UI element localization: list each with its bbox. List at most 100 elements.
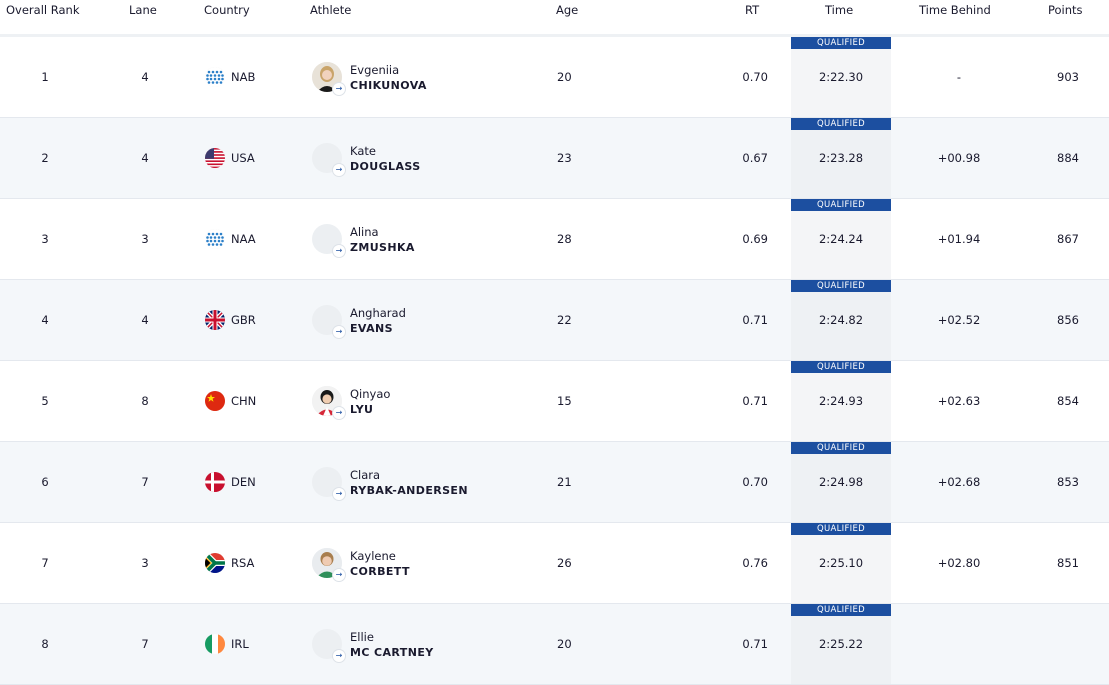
athlete-name[interactable]: Evgeniia CHIKUNOVA <box>350 37 427 117</box>
lane-number: 3 <box>141 556 149 570</box>
athlete-last-name[interactable]: CORBETT <box>350 564 410 578</box>
lane-number: 3 <box>141 232 149 246</box>
reaction-time: 0.76 <box>742 556 768 570</box>
reaction-time: 0.71 <box>742 313 768 327</box>
table-body: 2:22.30 1 4 NAB → Evgeniia CHIKUNOVA 20 0.70 - 903… <box>0 37 1109 685</box>
athlete-photo-cell: → <box>312 118 345 198</box>
athlete-last-name[interactable]: ZMUSHKA <box>350 240 415 254</box>
points: 854 <box>1057 394 1079 408</box>
chn-flag-icon <box>205 391 225 411</box>
country-flag <box>205 199 225 279</box>
athlete-age: 21 <box>557 475 572 489</box>
arrow-right-icon[interactable]: → <box>333 407 345 419</box>
gbr-flag-icon <box>205 310 225 330</box>
header-athlete[interactable]: Athlete <box>310 3 352 17</box>
athlete-name[interactable]: Clara RYBAK-ANDERSEN <box>350 442 468 522</box>
qualified-badge: QUALIFIED <box>791 442 891 454</box>
athlete-photo-cell: → <box>312 604 345 684</box>
country-flag <box>205 280 225 360</box>
time-behind: +02.80 <box>937 556 981 570</box>
avatar[interactable]: → <box>312 62 345 95</box>
avatar[interactable]: → <box>312 305 345 338</box>
arrow-right-icon[interactable]: → <box>333 569 345 581</box>
table-row[interactable]: 2:25.10 7 3 RSA → Kaylene CORBETT 26 0.76 +02.80 8… <box>0 523 1109 604</box>
irl-flag-icon <box>205 634 225 654</box>
country-flag <box>205 442 225 522</box>
time-value: 2:24.24 <box>791 199 891 279</box>
avatar[interactable]: → <box>312 386 345 419</box>
time-behind: +02.68 <box>937 475 981 489</box>
overall-rank: 2 <box>41 151 49 165</box>
points: 851 <box>1057 556 1079 570</box>
table-row[interactable]: 2:24.93 5 8 CHN → Qinyao LYU 15 0.71 +02.63 854 QUA… <box>0 361 1109 442</box>
athlete-last-name[interactable]: LYU <box>350 402 374 416</box>
time-behind: +02.63 <box>937 394 981 408</box>
athlete-first-name[interactable]: Evgeniia <box>350 62 400 77</box>
header-country[interactable]: Country <box>204 3 250 17</box>
points <box>1040 604 1096 684</box>
athlete-photo-cell: → <box>312 442 345 522</box>
athlete-last-name[interactable]: MC CARTNEY <box>350 645 434 659</box>
avatar[interactable]: → <box>312 143 345 176</box>
time-value: 2:25.10 <box>791 523 891 603</box>
header-time-behind[interactable]: Time Behind <box>919 3 991 17</box>
arrow-right-icon[interactable]: → <box>333 488 345 500</box>
header-time[interactable]: Time <box>825 3 854 17</box>
qualified-badge: QUALIFIED <box>791 604 891 616</box>
table-row[interactable]: 2:24.82 4 4 GBR → Angharad EVANS 22 0.71 +02.52 85… <box>0 280 1109 361</box>
points: 853 <box>1057 475 1079 489</box>
avatar[interactable]: → <box>312 224 345 257</box>
arrow-right-icon[interactable]: → <box>333 245 345 257</box>
athlete-age: 22 <box>557 313 572 327</box>
table-row[interactable]: 2:23.28 2 4 USA → Kate DOUGLASS 23 0.67 +00.98 884… <box>0 118 1109 199</box>
lane-number: 4 <box>141 313 149 327</box>
country-code: USA <box>231 151 255 165</box>
athlete-first-name[interactable]: Kate <box>350 143 376 158</box>
athlete-first-name[interactable]: Ellie <box>350 629 374 644</box>
rsa-flag-icon <box>205 553 225 573</box>
athlete-first-name[interactable]: Alina <box>350 224 379 239</box>
header-age[interactable]: Age <box>556 3 579 17</box>
athlete-name[interactable]: Ellie MC CARTNEY <box>350 604 434 684</box>
arrow-right-icon[interactable]: → <box>333 650 345 662</box>
table-row[interactable]: 2:24.24 3 3 NAA → Alina ZMUSHKA 28 0.69 +01.94 867… <box>0 199 1109 280</box>
athlete-first-name[interactable]: Qinyao <box>350 386 391 401</box>
qualified-badge: QUALIFIED <box>791 37 891 49</box>
qualified-badge: QUALIFIED <box>791 280 891 292</box>
header-rt[interactable]: RT <box>745 3 760 17</box>
neutral-flag-icon <box>205 67 225 87</box>
reaction-time: 0.70 <box>742 70 768 84</box>
arrow-right-icon[interactable]: → <box>333 83 345 95</box>
header-points[interactable]: Points <box>1048 3 1083 17</box>
table-row[interactable]: 2:24.98 6 7 DEN → Clara RYBAK-ANDERSEN 21 0.70 +0… <box>0 442 1109 523</box>
athlete-name[interactable]: Angharad EVANS <box>350 280 406 360</box>
athlete-last-name[interactable]: RYBAK-ANDERSEN <box>350 483 468 497</box>
reaction-time: 0.71 <box>742 637 768 651</box>
avatar[interactable]: → <box>312 629 345 662</box>
overall-rank: 5 <box>41 394 49 408</box>
athlete-name[interactable]: Kate DOUGLASS <box>350 118 421 198</box>
athlete-name[interactable]: Qinyao LYU <box>350 361 390 441</box>
time-behind: - <box>956 70 962 84</box>
arrow-right-icon[interactable]: → <box>333 164 345 176</box>
overall-rank: 6 <box>41 475 49 489</box>
table-row[interactable]: 2:22.30 1 4 NAB → Evgeniia CHIKUNOVA 20 0.70 - 903… <box>0 37 1109 118</box>
athlete-first-name[interactable]: Kaylene <box>350 548 396 563</box>
athlete-name[interactable]: Kaylene CORBETT <box>350 523 410 603</box>
avatar[interactable]: → <box>312 467 345 500</box>
header-overall-rank[interactable]: Overall Rank <box>6 3 80 17</box>
athlete-last-name[interactable]: EVANS <box>350 321 393 335</box>
header-lane[interactable]: Lane <box>129 3 157 17</box>
athlete-last-name[interactable]: CHIKUNOVA <box>350 78 427 92</box>
athlete-first-name[interactable]: Clara <box>350 467 381 482</box>
avatar[interactable]: → <box>312 548 345 581</box>
athlete-last-name[interactable]: DOUGLASS <box>350 159 421 173</box>
athlete-name[interactable]: Alina ZMUSHKA <box>350 199 415 279</box>
overall-rank: 7 <box>41 556 49 570</box>
arrow-right-icon[interactable]: → <box>333 326 345 338</box>
table-row[interactable]: 2:25.22 8 7 IRL → Ellie MC CARTNEY 20 0.71 QUALIF… <box>0 604 1109 685</box>
athlete-first-name[interactable]: Angharad <box>350 305 406 320</box>
time-value: 2:24.93 <box>791 361 891 441</box>
qualified-badge: QUALIFIED <box>791 523 891 535</box>
points: 903 <box>1057 70 1079 84</box>
